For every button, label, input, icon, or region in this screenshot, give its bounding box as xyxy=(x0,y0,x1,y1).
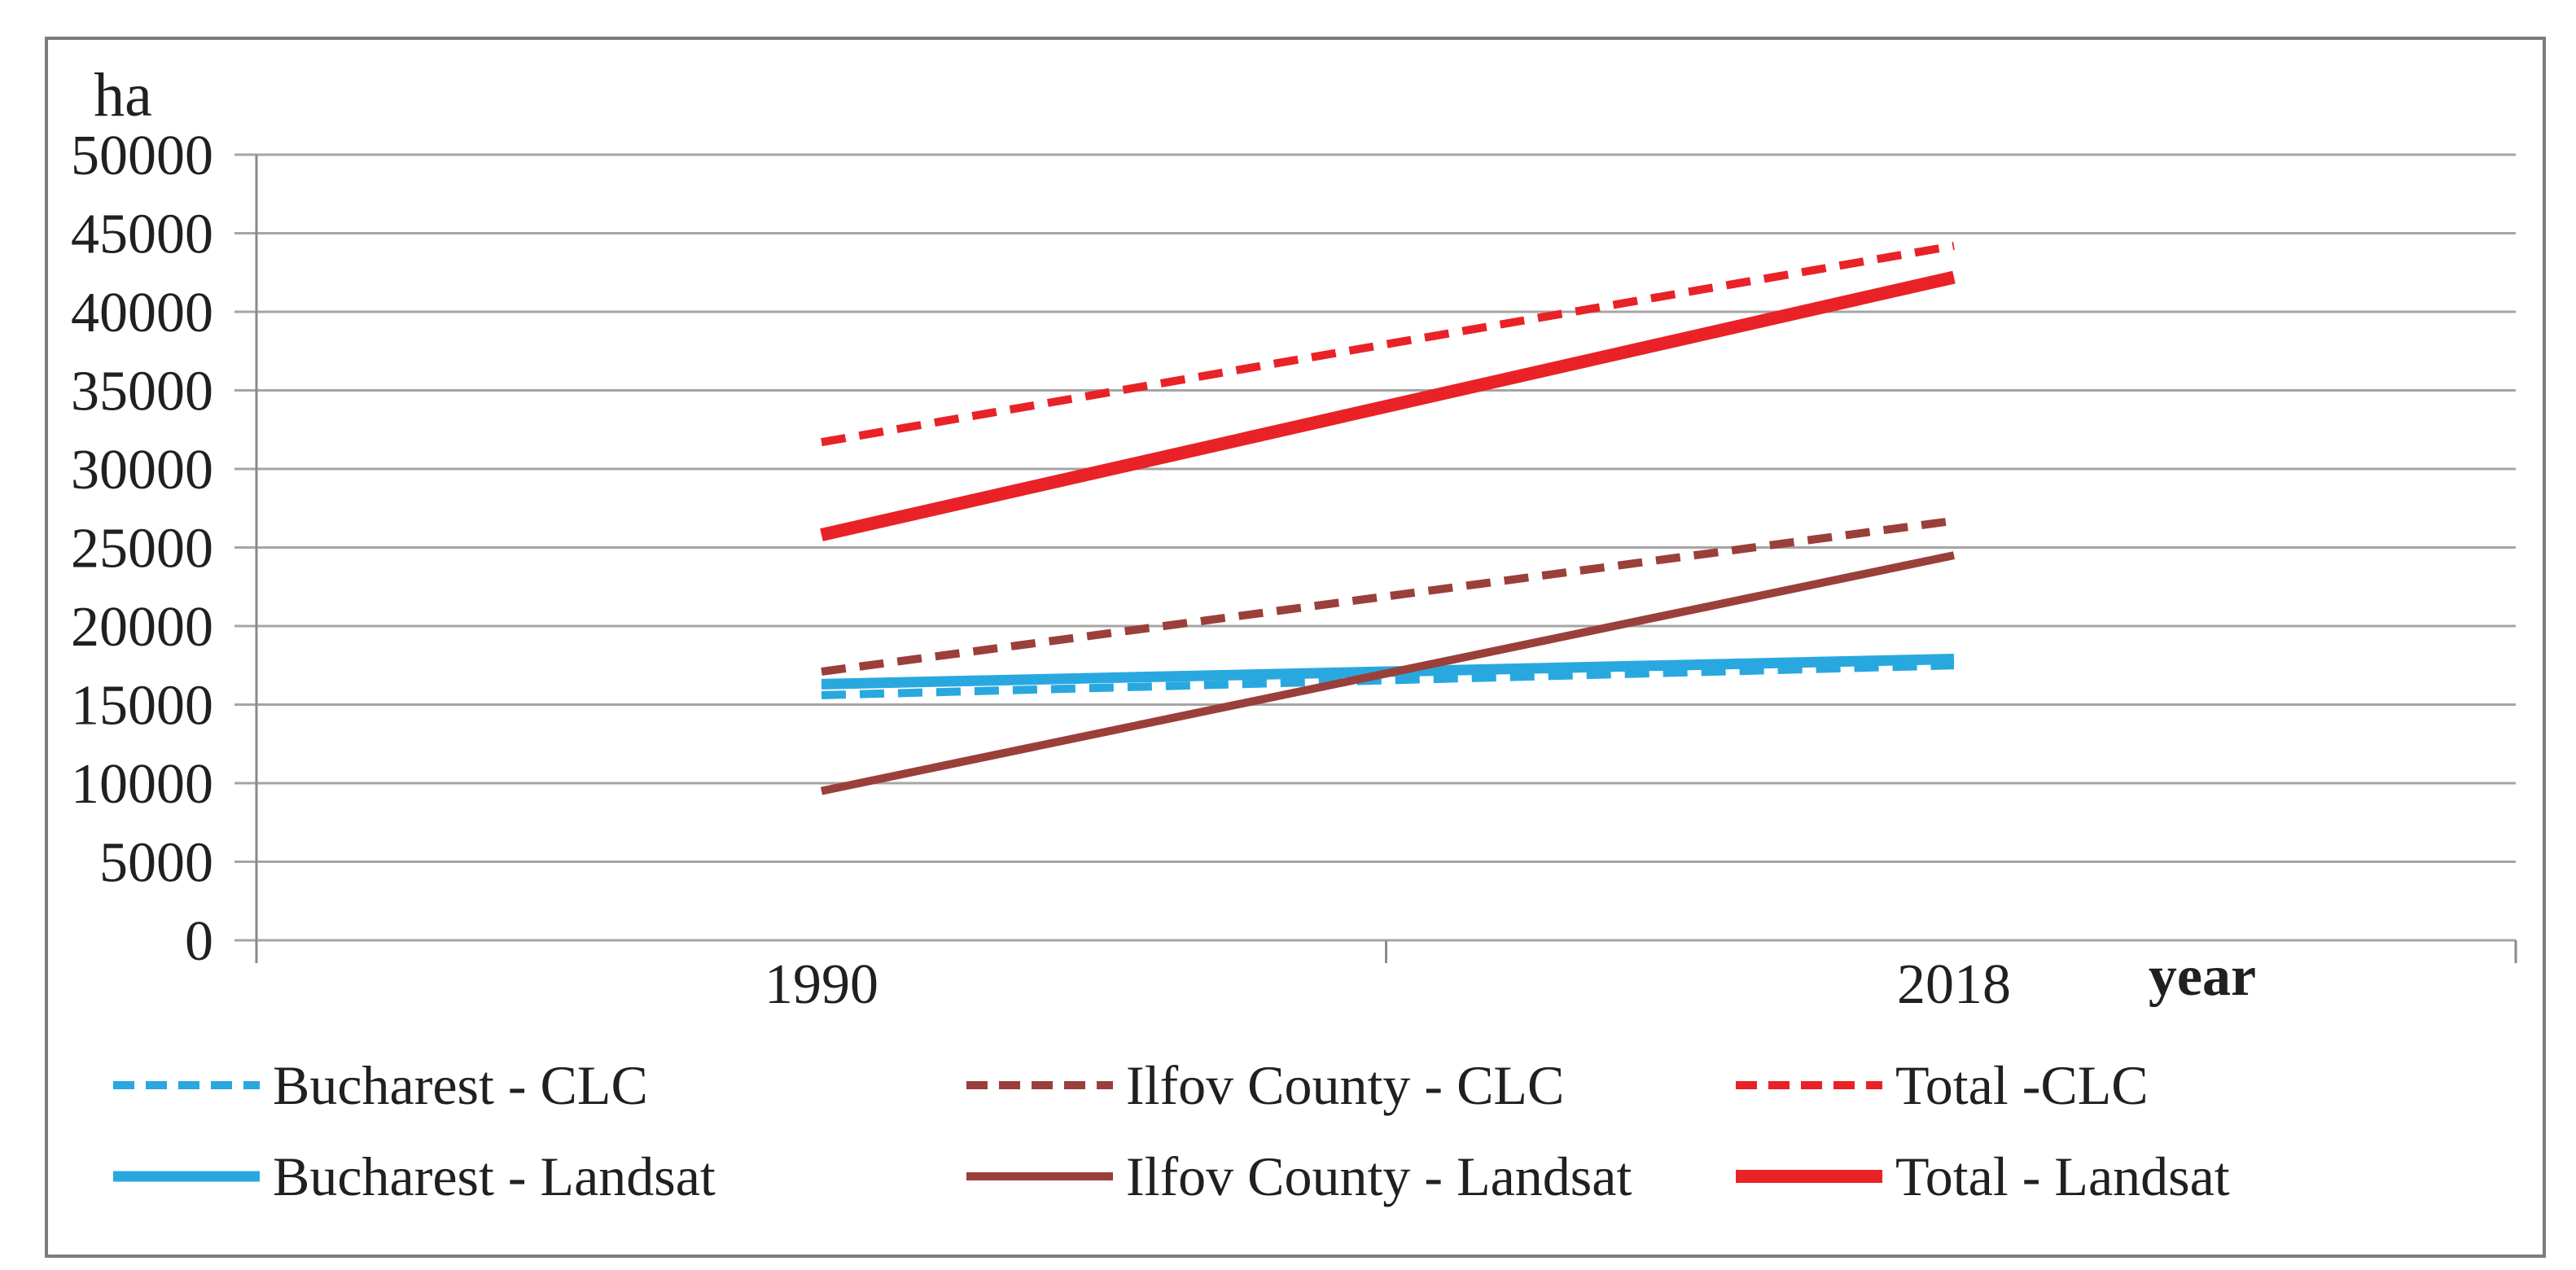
legend-solid-blue-line-icon xyxy=(113,1171,260,1182)
y-tick-label-45000: 45000 xyxy=(71,204,213,266)
y-tick-label-40000: 40000 xyxy=(71,282,213,344)
y-tick-label-30000: 30000 xyxy=(71,439,213,501)
legend-dashed-brown-line-icon xyxy=(966,1081,1113,1089)
x-tick-label-1990: 1990 xyxy=(764,953,878,1016)
x-tick-label-2018: 2018 xyxy=(1897,953,2011,1016)
legend-label-ilfov-county-landsat: Ilfov County - Landsat xyxy=(1126,1145,1632,1207)
legend-label-bucharest-clc: Bucharest - CLC xyxy=(273,1054,648,1116)
legend-item-bucharest-landsat: Bucharest - Landsat xyxy=(112,1131,965,1222)
chart-legend: Bucharest - CLC Ilfov County - CLC Total… xyxy=(112,1040,2402,1222)
legend-item-bucharest-clc: Bucharest - CLC xyxy=(112,1040,965,1131)
y-tick-label-35000: 35000 xyxy=(71,361,213,423)
y-tick-label-0: 0 xyxy=(185,910,213,973)
legend-solid-brown-line-icon xyxy=(966,1172,1113,1180)
y-tick-label-25000: 25000 xyxy=(71,518,213,580)
x-axis-label: year xyxy=(2149,945,2256,1008)
series-line-ilfov-county-landsat xyxy=(820,551,1956,795)
series-line-total-clc xyxy=(821,242,1955,447)
legend-item-ilfov-county-landsat: Ilfov County - Landsat xyxy=(965,1131,1734,1222)
y-tick-label-10000: 10000 xyxy=(71,753,213,816)
y-tick-label-5000: 5000 xyxy=(99,832,213,895)
legend-label-ilfov-county-clc: Ilfov County - CLC xyxy=(1126,1054,1565,1116)
legend-label-total-landsat: Total - Landsat xyxy=(1895,1145,2230,1207)
legend-item-total-landsat: Total - Landsat xyxy=(1734,1131,2402,1222)
series-line-ilfov-county-clc xyxy=(821,516,1955,676)
legend-item-ilfov-county-clc: Ilfov County - CLC xyxy=(965,1040,1734,1131)
legend-item-total-clc: Total -CLC xyxy=(1734,1040,2402,1131)
series-line-total-landsat xyxy=(820,270,1956,541)
y-tick-label-15000: 15000 xyxy=(71,675,213,738)
legend-solid-red-line-icon xyxy=(1736,1170,1882,1183)
y-tick-label-20000: 20000 xyxy=(71,596,213,659)
chart-frame xyxy=(45,37,2546,1258)
legend-label-total-clc: Total -CLC xyxy=(1895,1054,2149,1116)
y-axis-unit-label: ha xyxy=(94,61,152,129)
legend-label-bucharest-landsat: Bucharest - Landsat xyxy=(273,1145,716,1207)
y-tick-label-50000: 50000 xyxy=(71,125,213,187)
legend-dashed-blue-line-icon xyxy=(113,1081,260,1089)
legend-dashed-red-line-icon xyxy=(1736,1081,1882,1089)
